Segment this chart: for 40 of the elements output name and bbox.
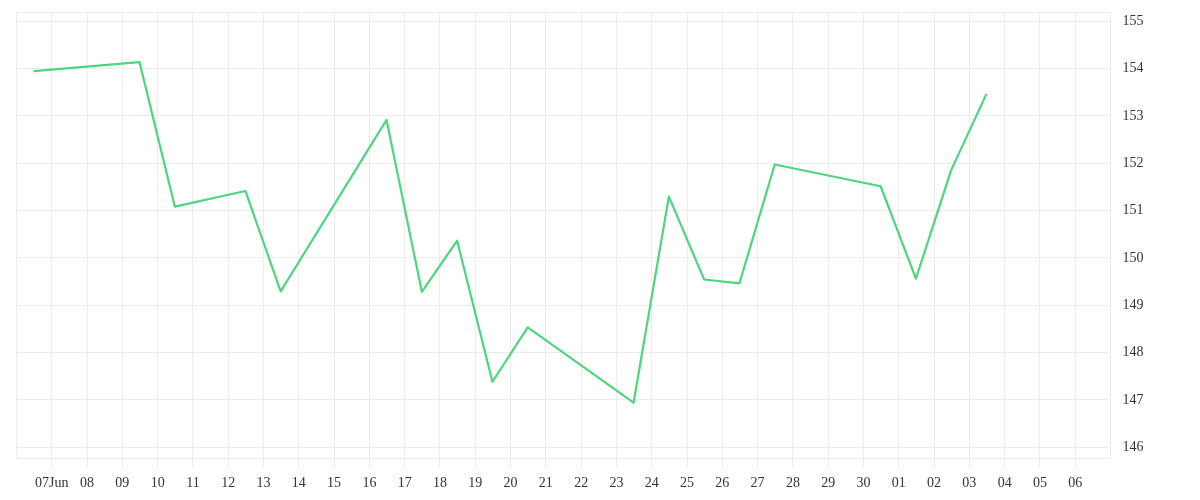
x-tick-label: 25 bbox=[680, 474, 695, 490]
x-tick-label: 22 bbox=[574, 474, 589, 490]
y-tick-label: 149 bbox=[1122, 297, 1144, 313]
x-tick-label: 23 bbox=[609, 474, 624, 490]
x-tick-label: 08 bbox=[80, 474, 95, 490]
y-tick-label: 155 bbox=[1122, 13, 1144, 29]
y-tick-label: 154 bbox=[1122, 60, 1144, 76]
x-tick-label: 03 bbox=[962, 474, 977, 490]
x-tick-label: 19 bbox=[468, 474, 483, 490]
x-tick-label: 30 bbox=[856, 474, 871, 490]
x-tick-label: 29 bbox=[821, 474, 836, 490]
y-tick-label: 153 bbox=[1122, 107, 1144, 123]
y-tick-label: 147 bbox=[1122, 391, 1144, 407]
y-tick-label: 151 bbox=[1122, 202, 1144, 218]
x-tick-label: 21 bbox=[538, 474, 553, 490]
y-tick-label: 148 bbox=[1122, 344, 1144, 360]
x-tick-label: 02 bbox=[927, 474, 942, 490]
y-tick-label: 146 bbox=[1122, 439, 1144, 455]
x-tick-label: 04 bbox=[997, 474, 1012, 490]
x-tick-label: 05 bbox=[1032, 474, 1047, 490]
x-tick-label: 17 bbox=[397, 474, 412, 490]
y-tick-label: 150 bbox=[1122, 249, 1144, 265]
x-tick-label: 26 bbox=[715, 474, 730, 490]
x-tick-label: 07Jun bbox=[35, 474, 69, 490]
x-tick-label: 06 bbox=[1068, 474, 1083, 490]
y-tick-label: 152 bbox=[1122, 155, 1144, 171]
x-tick-label: 10 bbox=[150, 474, 165, 490]
x-tick-label: 28 bbox=[785, 474, 800, 490]
x-tick-label: 13 bbox=[256, 474, 271, 490]
x-tick-label: 18 bbox=[432, 474, 447, 490]
x-tick-label: 24 bbox=[644, 474, 659, 490]
x-tick-label: 01 bbox=[891, 474, 906, 490]
x-tick-label: 20 bbox=[503, 474, 518, 490]
x-tick-label: 12 bbox=[221, 474, 236, 490]
x-tick-label: 09 bbox=[115, 474, 130, 490]
x-tick-label: 14 bbox=[291, 474, 306, 490]
x-tick-label: 15 bbox=[327, 474, 342, 490]
x-tick-label: 27 bbox=[750, 474, 765, 490]
x-tick-label: 16 bbox=[362, 474, 377, 490]
x-tick-label: 11 bbox=[186, 474, 200, 490]
